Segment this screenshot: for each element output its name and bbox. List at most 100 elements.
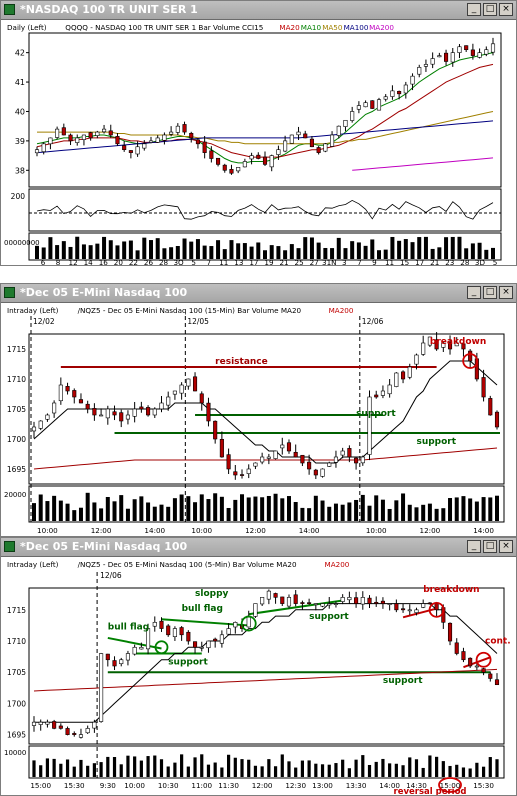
moving-average-ma20 — [33, 360, 498, 464]
volume-bar — [448, 765, 452, 777]
price-bar — [414, 609, 419, 613]
time-tick-label: 14:00 — [473, 526, 494, 535]
price-bar — [327, 462, 332, 467]
maximize-button[interactable]: □ — [483, 540, 497, 553]
maximize-button[interactable]: □ — [483, 286, 497, 299]
price-bar — [280, 444, 285, 449]
price-bar — [85, 403, 90, 410]
volume-bar — [55, 245, 60, 259]
volume-bar — [249, 246, 254, 259]
volume-bar — [182, 238, 187, 259]
price-bar — [108, 130, 113, 136]
volume-bar — [139, 496, 144, 521]
volume-bar — [374, 761, 378, 777]
price-bar — [142, 143, 147, 149]
price-bar — [394, 603, 399, 611]
price-bar — [286, 442, 292, 452]
price-bar — [99, 653, 104, 722]
time-tick-label: 14:00 — [379, 781, 400, 790]
volume-bar — [199, 494, 204, 521]
volume-bar — [95, 243, 100, 259]
price-bar — [347, 448, 352, 458]
reversal-period-annotation: reversal period — [394, 787, 467, 795]
time-tick-label: 10:00 — [191, 526, 212, 535]
time-tick-label: 14:00 — [299, 526, 320, 535]
price-bar — [152, 408, 157, 416]
chart-window-icon — [4, 541, 15, 552]
price-bar — [172, 628, 177, 637]
breakdown-circle — [428, 601, 445, 618]
volume-bar — [276, 246, 281, 259]
volume-bar — [52, 758, 56, 777]
session-date-label: 12/05 — [187, 317, 209, 326]
price-bar — [360, 597, 365, 605]
volume-bar — [417, 237, 422, 259]
price-bar — [65, 728, 70, 735]
volume-bar — [477, 242, 482, 259]
price-bar — [179, 384, 184, 394]
daily-chart[interactable]: Daily (Left) QQQQ - NASDAQ 100 TR UNIT SE… — [1, 19, 516, 265]
price-bar — [249, 155, 254, 160]
volume-bar — [495, 759, 499, 777]
price-bar — [313, 469, 318, 476]
window-title: *NASDAQ 100 TR UNIT SER 1 — [20, 3, 198, 16]
volume-bar — [287, 761, 291, 777]
volume-bar — [236, 243, 241, 259]
price-bar — [370, 100, 375, 109]
volume-bar — [209, 246, 214, 259]
date-tick-label: 16 — [99, 258, 109, 265]
price-bar — [146, 407, 151, 416]
price-bar — [481, 377, 486, 398]
price-bar — [293, 451, 298, 458]
window-title-bar[interactable]: *NASDAQ 100 TR UNIT SER 1 _ □ × — [1, 1, 516, 20]
time-tick-label: 12:00 — [420, 526, 441, 535]
intraday-5min-chart[interactable]: Intraday (Left) /NQZ5 - Dec 05 E-Mini Nas… — [1, 556, 516, 795]
close-button[interactable]: × — [499, 3, 513, 16]
price-bar — [92, 721, 97, 729]
price-bar — [31, 426, 37, 432]
volume-bar — [354, 499, 359, 521]
volume-bar — [394, 763, 398, 777]
minimize-button[interactable]: _ — [467, 286, 481, 299]
volume-bar — [75, 236, 80, 259]
window-nasdaq-daily: *NASDAQ 100 TR UNIT SER 1 _ □ × Daily (L… — [0, 0, 517, 266]
price-bar — [132, 408, 137, 417]
volume-bar — [350, 241, 355, 259]
date-tick-label: 6 — [41, 258, 46, 265]
time-tick-label: 14:00 — [144, 526, 165, 535]
volume-bar — [79, 759, 83, 777]
time-tick-label: 10:00 — [37, 526, 58, 535]
window-title-bar[interactable]: *Dec 05 E-Mini Nasdaq 100 _ □ × — [1, 538, 516, 557]
price-bar — [283, 140, 288, 152]
volume-bar — [122, 241, 127, 259]
price-pane-frame — [28, 587, 505, 745]
close-button[interactable]: × — [499, 540, 513, 553]
price-bar — [410, 75, 415, 85]
price-bar — [280, 596, 285, 604]
info-label: MA50 — [322, 23, 343, 32]
price-tick-label: 1695 — [7, 465, 26, 474]
volume-bar — [363, 245, 368, 259]
price-bar — [78, 734, 84, 738]
bull-flag-annotation: bull flag — [108, 623, 149, 633]
maximize-button[interactable]: □ — [483, 3, 497, 16]
minimize-button[interactable]: _ — [467, 3, 481, 16]
volume-bar — [327, 764, 331, 777]
price-bar — [320, 468, 325, 477]
intraday-15min-chart[interactable]: Intraday (Left) /NQZ5 - Dec 05 E-Mini Nas… — [1, 302, 516, 536]
price-bar — [229, 169, 234, 174]
price-bar — [407, 609, 412, 612]
price-bar — [488, 398, 493, 416]
volume-bar — [461, 496, 466, 521]
volume-bar — [85, 492, 90, 521]
volume-scale-label: 10000 — [4, 749, 26, 757]
minimize-button[interactable]: _ — [467, 540, 481, 553]
volume-bar — [336, 237, 341, 259]
volume-bar — [162, 248, 167, 259]
volume-bar — [52, 495, 57, 521]
window-title-bar[interactable]: *Dec 05 E-Mini Nasdaq 100 _ □ × — [1, 284, 516, 303]
date-tick-label: 3D — [475, 258, 486, 265]
close-button[interactable]: × — [499, 286, 513, 299]
volume-bar — [468, 768, 472, 777]
price-bar — [484, 49, 489, 55]
